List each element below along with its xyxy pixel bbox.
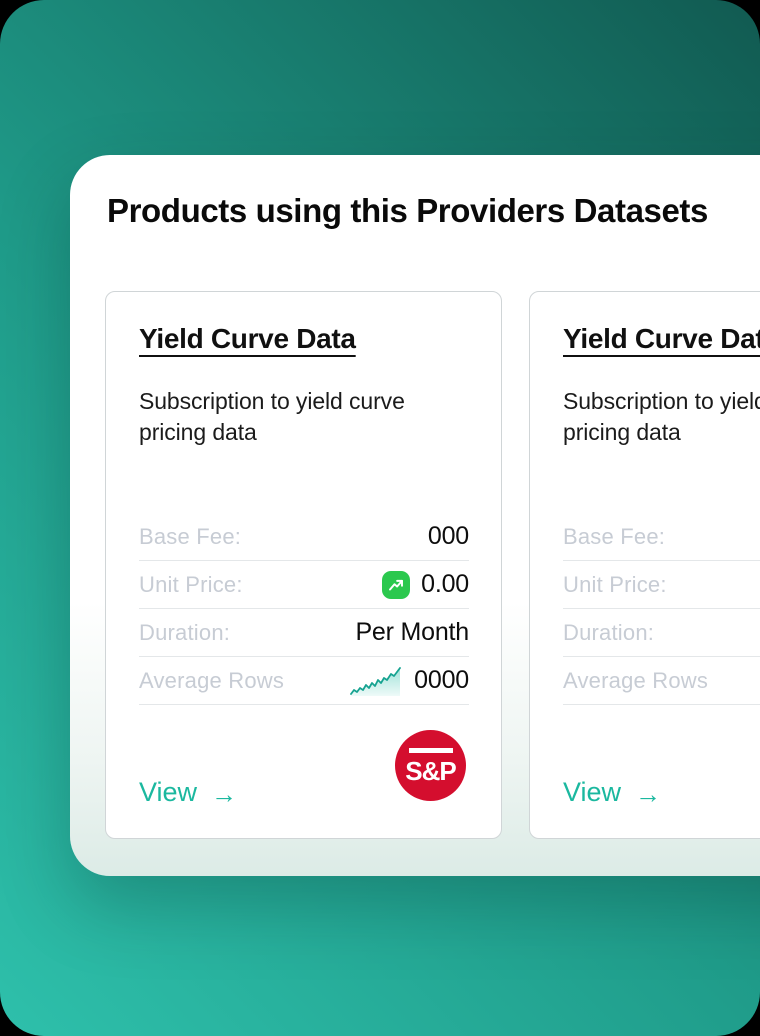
sparkline-trend-icon (350, 666, 402, 696)
field-value: Per Month (355, 618, 469, 646)
field-row-base-fee: Base Fee: 000 (563, 513, 760, 561)
field-row-average-rows: Average Rows 0000 (563, 657, 760, 705)
field-label: Average Rows (563, 667, 709, 693)
sp-logo-text: S&P (405, 755, 456, 786)
view-link-label: View (563, 777, 622, 807)
field-row-average-rows: Average Rows 0000 (139, 657, 469, 705)
product-card: Yield Curve Data Subscription to yield c… (529, 291, 760, 839)
products-panel: Products using this Providers Datasets Y… (70, 155, 760, 876)
trending-up-badge-icon (382, 570, 411, 599)
arrow-right-icon: → (635, 778, 662, 809)
product-description: Subscription to yield curve pricing data (563, 388, 760, 445)
product-field-list: Base Fee: 000 Unit Price: 0.00 (139, 513, 469, 705)
product-title-link[interactable]: Yield Curve Data (139, 323, 356, 354)
field-row-unit-price: Unit Price: 0.00 (563, 561, 760, 609)
arrow-right-icon: → (211, 778, 238, 809)
field-label: Average Rows (139, 667, 285, 693)
field-value: 0000 (414, 666, 469, 694)
field-row-duration: Duration: Per Month (139, 609, 469, 657)
view-link-label: View (139, 777, 198, 807)
field-row-base-fee: Base Fee: 000 (139, 513, 469, 561)
view-product-link[interactable]: View → (139, 777, 237, 808)
product-card: Yield Curve Data Subscription to yield c… (105, 291, 502, 839)
product-title-link[interactable]: Yield Curve Data (563, 323, 760, 354)
product-field-list: Base Fee: 000 Unit Price: 0.00 (563, 513, 760, 705)
field-value: 0.00 (421, 570, 469, 598)
field-row-unit-price: Unit Price: 0.00 (139, 561, 469, 609)
field-label: Unit Price: (563, 571, 667, 597)
field-label: Unit Price: (139, 571, 243, 597)
page-title: Products using this Providers Datasets (107, 192, 708, 229)
view-product-link[interactable]: View → (563, 777, 661, 808)
product-description: Subscription to yield curve pricing data (139, 388, 405, 445)
sp-logo-bar (408, 747, 453, 753)
field-row-duration: Duration: Per Month (563, 609, 760, 657)
sp-global-logo: S&P (395, 730, 466, 801)
field-label: Base Fee: (563, 523, 666, 549)
field-label: Duration: (563, 619, 655, 645)
field-value: 000 (427, 522, 469, 550)
field-label: Duration: (139, 619, 231, 645)
field-label: Base Fee: (139, 523, 242, 549)
